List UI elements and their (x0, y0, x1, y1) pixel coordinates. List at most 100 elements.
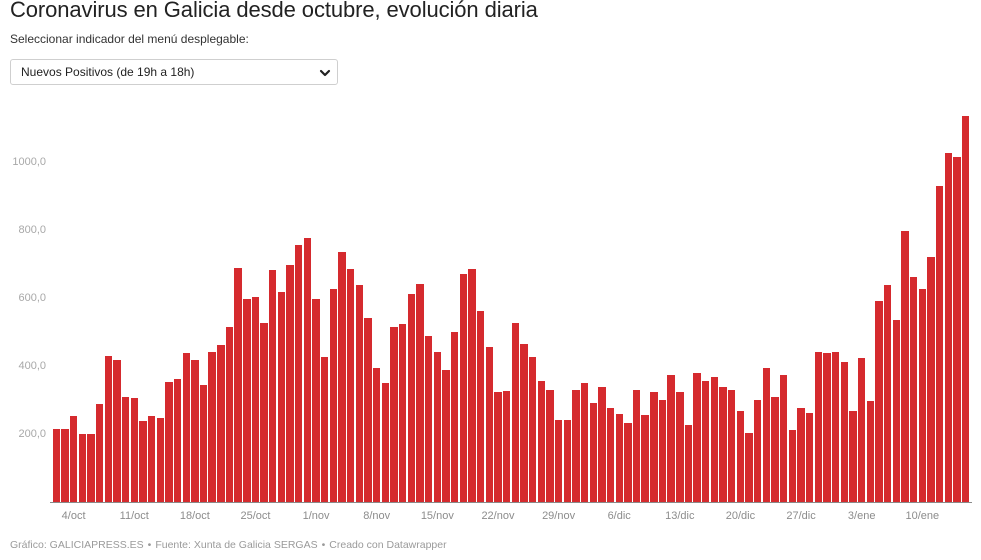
bar (450, 331, 459, 502)
bar (702, 380, 710, 502)
bar (234, 268, 242, 502)
bar (806, 413, 814, 502)
indicator-select[interactable]: Nuevos Positivos (de 19h a 18h) (10, 59, 338, 85)
bar (243, 299, 251, 502)
bar (87, 434, 95, 502)
bar (130, 397, 138, 502)
indicator-select-value: Nuevos Positivos (de 19h a 18h) (21, 65, 195, 79)
bar (528, 357, 537, 502)
x-axis-tick-label: 1/nov (302, 510, 330, 522)
y-axis-tick-label: 600,0 (18, 292, 46, 304)
bar (511, 322, 519, 502)
bar (632, 390, 641, 502)
bar (390, 326, 398, 502)
x-axis-tick-label: 15/nov (420, 510, 454, 522)
bar (650, 391, 658, 502)
bar (883, 285, 892, 502)
x-axis-tick-label: 22/nov (481, 510, 515, 522)
bar (857, 358, 866, 502)
x-axis-baseline (50, 502, 972, 503)
bar (676, 391, 684, 502)
footer-credit: Gráfico: GALICIAPRESS.ES (10, 539, 144, 551)
bar (424, 336, 433, 502)
bar (788, 429, 797, 502)
bar (771, 397, 779, 502)
y-axis-tick-label: 1000,0 (12, 156, 46, 168)
dropdown-label: Seleccionar indicador del menú desplegab… (10, 32, 249, 46)
x-axis-tick-label: 13/dic (665, 510, 695, 522)
bar (191, 359, 199, 502)
bar (269, 270, 277, 502)
bar (918, 289, 926, 502)
bar (728, 390, 736, 502)
bar (147, 415, 156, 502)
bar (944, 152, 952, 502)
bar (433, 352, 442, 502)
bar (953, 157, 961, 502)
bar (762, 368, 771, 502)
bar (606, 408, 615, 502)
bar (225, 326, 234, 502)
bar (442, 370, 450, 502)
footer-made-with: Creado con Datawrapper (329, 539, 447, 551)
y-axis-tick-label: 200,0 (18, 428, 46, 440)
bar (61, 428, 69, 502)
bar (113, 359, 121, 502)
bar (459, 274, 467, 502)
bar (485, 346, 493, 502)
bar (156, 418, 164, 502)
bar (251, 297, 260, 502)
x-axis-tick-label: 6/dic (607, 510, 631, 522)
bar (329, 289, 338, 502)
bar (286, 265, 294, 502)
bar (78, 434, 86, 502)
bar (52, 428, 60, 502)
bar (840, 362, 849, 502)
bar (520, 343, 528, 502)
footer-separator: • (147, 539, 152, 551)
bar (580, 382, 589, 502)
bar (961, 115, 970, 502)
x-axis-tick-label: 29/nov (542, 510, 576, 522)
bar (684, 425, 693, 502)
footer-source: Fuente: Xunta de Galicia SERGAS (155, 539, 318, 551)
bar (208, 352, 216, 502)
x-axis-tick-label: 10/ene (905, 510, 940, 522)
x-axis-tick-label: 4/oct (61, 510, 86, 522)
x-axis-tick-label: 27/dic (786, 510, 816, 522)
bar (537, 380, 545, 502)
bar (710, 377, 719, 502)
bar (355, 285, 364, 502)
bar (303, 238, 312, 502)
bar (121, 396, 130, 502)
bar (658, 400, 667, 502)
bar (364, 318, 372, 502)
bar (823, 353, 831, 502)
y-axis-tick-label: 400,0 (18, 360, 46, 372)
chart-footer: Gráfico: GALICIAPRESS.ES • Fuente: Xunta d… (10, 539, 447, 552)
bar (797, 408, 805, 502)
bar (173, 379, 182, 502)
bar (407, 293, 416, 502)
bar (95, 404, 104, 502)
bar (295, 244, 303, 502)
bar (399, 323, 407, 502)
bar (935, 186, 944, 502)
bar (892, 320, 900, 502)
bar (554, 420, 563, 502)
bar (641, 414, 649, 502)
bar (139, 421, 147, 502)
bar (719, 387, 727, 502)
x-axis-tick-label: 20/dic (725, 510, 756, 522)
bar (217, 345, 225, 502)
bar (312, 299, 320, 502)
bar (381, 382, 390, 502)
bar (476, 310, 485, 502)
bar (563, 420, 571, 502)
bar (745, 433, 753, 502)
chevron-down-icon[interactable] (319, 66, 331, 78)
bar (927, 256, 935, 502)
bar (780, 374, 788, 502)
bar (736, 410, 745, 502)
bar (347, 269, 355, 502)
